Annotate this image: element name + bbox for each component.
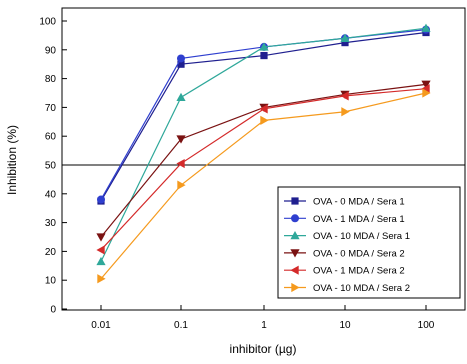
- series-layer: [96, 23, 431, 284]
- data-point: [421, 23, 431, 32]
- data-point: [97, 274, 106, 284]
- data-point: [421, 80, 431, 89]
- legend-item: OVA - 1 MDA / Sera 1: [284, 214, 405, 225]
- data-point: [341, 107, 350, 117]
- y-tick-label: 60: [45, 132, 57, 143]
- data-point: [176, 135, 186, 144]
- x-tick-label: 0.01: [91, 320, 111, 331]
- data-point: [340, 33, 350, 42]
- legend-item: OVA - 0 MDA / Sera 2: [284, 248, 405, 259]
- legend-item: OVA - 10 MDA / Sera 2: [284, 282, 410, 294]
- y-tick-label: 100: [39, 17, 56, 28]
- legend-swatch-marker: [290, 265, 299, 275]
- x-tick-label: 100: [418, 320, 435, 331]
- y-tick-label: 20: [45, 247, 57, 258]
- legend-swatch-marker: [290, 249, 300, 258]
- data-point: [97, 195, 105, 204]
- y-tick-label: 90: [45, 45, 57, 56]
- data-point: [259, 42, 269, 51]
- data-point: [96, 256, 106, 266]
- data-point: [177, 60, 185, 68]
- y-axis: 0 10 20 30 40 50 60 70 80 90 100: [39, 17, 67, 316]
- legend-label: OVA - 1 MDA / Sera 2: [313, 266, 405, 277]
- y-tick-label: 50: [45, 161, 57, 172]
- data-point: [96, 245, 105, 255]
- series-5: [96, 84, 430, 255]
- y-tick-label: 0: [50, 305, 56, 316]
- legend-item: OVA - 10 MDA / Sera 1: [284, 231, 410, 242]
- y-tick-label: 70: [45, 103, 57, 114]
- data-point: [176, 158, 185, 169]
- legend-label: OVA - 0 MDA / Sera 2: [313, 248, 405, 259]
- y-axis-label: Inhibition (%): [5, 125, 19, 195]
- y-tick-label: 80: [45, 74, 57, 85]
- legend-items: OVA - 0 MDA / Sera 1 OVA - 1 MDA / Sera 1…: [284, 197, 410, 294]
- x-tick-label: 10: [339, 320, 351, 331]
- legend-item: OVA - 0 MDA / Sera 1: [284, 197, 405, 208]
- data-point: [341, 39, 349, 47]
- data-point: [421, 84, 430, 94]
- data-point: [96, 233, 106, 242]
- x-axis-label: inhibitor (µg): [230, 342, 297, 356]
- data-point: [259, 104, 268, 114]
- data-point: [260, 51, 268, 60]
- series-3: [96, 23, 431, 266]
- data-point: [340, 91, 349, 101]
- legend-item: OVA - 1 MDA / Sera 2: [284, 265, 405, 277]
- data-point: [177, 180, 186, 190]
- legend-swatch-marker: [291, 197, 299, 205]
- x-tick-label: 1: [261, 320, 267, 331]
- data-point: [177, 54, 185, 63]
- legend-label: OVA - 0 MDA / Sera 1: [313, 197, 405, 208]
- x-tick-label: 0.1: [174, 320, 188, 331]
- legend-box: [277, 186, 461, 299]
- legend-swatch-marker: [290, 231, 300, 240]
- legend-label: OVA - 1 MDA / Sera 1: [313, 214, 405, 225]
- legend-label: OVA - 10 MDA / Sera 2: [313, 283, 410, 294]
- y-tick-label: 10: [45, 276, 57, 287]
- legend-swatch-marker: [291, 214, 299, 223]
- data-point: [260, 115, 269, 125]
- data-point: [176, 92, 186, 101]
- y-tick-label: 30: [45, 218, 57, 229]
- x-axis: 0.01 0.1 1 10 100: [91, 305, 435, 331]
- series-6: [97, 88, 431, 284]
- data-point: [422, 88, 431, 98]
- legend-label: OVA - 10 MDA / Sera 1: [313, 231, 410, 242]
- legend-swatch-marker: [291, 282, 300, 293]
- y-tick-label: 40: [45, 189, 57, 200]
- legend: OVA - 0 MDA / Sera 1 OVA - 1 MDA / Sera 1…: [277, 186, 461, 299]
